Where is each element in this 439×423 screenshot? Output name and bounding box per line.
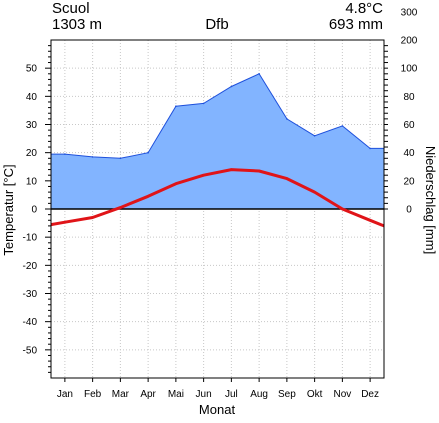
x-tick-label-mar: Mar: [112, 389, 130, 400]
x-tick-label-apr: Apr: [140, 389, 156, 400]
precipitation-point-sep: [286, 118, 288, 120]
x-axis-title: Monat: [199, 402, 236, 417]
x-axis: Jan Feb Mar Apr Mai Jun Jul Aug Sep Okt Nov Dez: [57, 378, 379, 400]
temperature-point-nov: [341, 207, 344, 211]
x-tick-label-jun: Jun: [196, 389, 212, 400]
temperature-point-aug: [257, 169, 261, 173]
right-tick-label: 0: [406, 205, 412, 216]
precipitation-point-jun: [202, 102, 205, 105]
temperature-series-line: [50, 168, 385, 228]
left-tick-label: 40: [26, 92, 38, 103]
left-tick-label: -50: [23, 345, 38, 356]
precipitation-point-aug: [258, 73, 260, 75]
precipitation-area: [51, 73, 384, 209]
right-tick-label: 100: [401, 64, 418, 75]
left-tick-label: -40: [23, 317, 38, 328]
x-tick-label-feb: Feb: [84, 389, 102, 400]
temperature-point-jul: [230, 168, 233, 171]
temperature-point-apr: [146, 195, 150, 198]
x-tick-label-dez: Dez: [361, 389, 379, 400]
temperature-point-okt: [313, 190, 316, 194]
station-name: Scuol: [52, 0, 90, 17]
left-tick-label: -20: [23, 261, 38, 272]
precipitation-point-apr: [147, 151, 149, 154]
temperature-point-mai: [174, 182, 178, 185]
precipitation-point-mar: [119, 157, 122, 160]
precipitation-point-okt: [313, 135, 316, 137]
right-tick-label: 200: [401, 36, 418, 47]
left-tick-label: 20: [26, 148, 38, 159]
precipitation-point-mai: [175, 105, 177, 107]
left-tick-label: -10: [23, 233, 38, 244]
precipitation-point-jul: [230, 85, 233, 88]
x-tick-label-jul: Jul: [225, 389, 238, 400]
precipitation-fill: [51, 73, 384, 209]
left-tick-label: 30: [26, 120, 38, 131]
temperature-point-mar: [119, 206, 122, 209]
right-tick-label: 80: [403, 92, 415, 103]
left-tick-label: 10: [26, 176, 38, 187]
x-tick-label-mai: Mai: [168, 389, 184, 400]
left-tick-label: 0: [31, 205, 37, 216]
temperature-point-feb: [91, 216, 94, 219]
temperature-line: [50, 168, 385, 228]
right-tick-label: 60: [403, 120, 415, 131]
precipitation-line: [51, 73, 384, 159]
precipitation-point-jan: [64, 153, 66, 155]
x-tick-label-jan: Jan: [57, 389, 73, 400]
x-tick-label-okt: Okt: [307, 389, 323, 400]
station-elevation: 1303 m: [52, 16, 102, 33]
precipitation-point-feb: [91, 156, 94, 158]
right-axis: 900800700600500400300200100806040200: [384, 7, 418, 216]
temperature-point-sep: [285, 177, 289, 180]
left-tick-label: 50: [26, 64, 38, 75]
left-axis-title: Temperatur [°C]: [1, 164, 16, 255]
left-tick-label: -30: [23, 289, 38, 300]
right-tick-label: 300: [401, 7, 418, 18]
precipitation-point-dez: [369, 147, 371, 150]
x-tick-label-sep: Sep: [278, 389, 296, 400]
right-tick-label: 20: [403, 176, 415, 187]
right-axis-title: Niederschlag [mm]: [423, 146, 438, 254]
climate-class: Dfb: [205, 16, 228, 33]
x-tick-label-nov: Nov: [334, 389, 352, 400]
temperature-point-jan: [63, 221, 67, 224]
x-tick-label-aug: Aug: [250, 389, 268, 400]
annual-precipitation: 693 mm: [329, 16, 383, 33]
temperature-point-dez: [368, 219, 372, 222]
mean-temperature: 4.8°C: [345, 0, 383, 17]
right-tick-label: 40: [403, 148, 415, 159]
precipitation-point-nov: [341, 125, 344, 127]
left-axis: 50 40 30 20 10 0 -10 -20 -30 -40 -50: [23, 45, 51, 373]
temperature-point-jun: [202, 174, 205, 177]
